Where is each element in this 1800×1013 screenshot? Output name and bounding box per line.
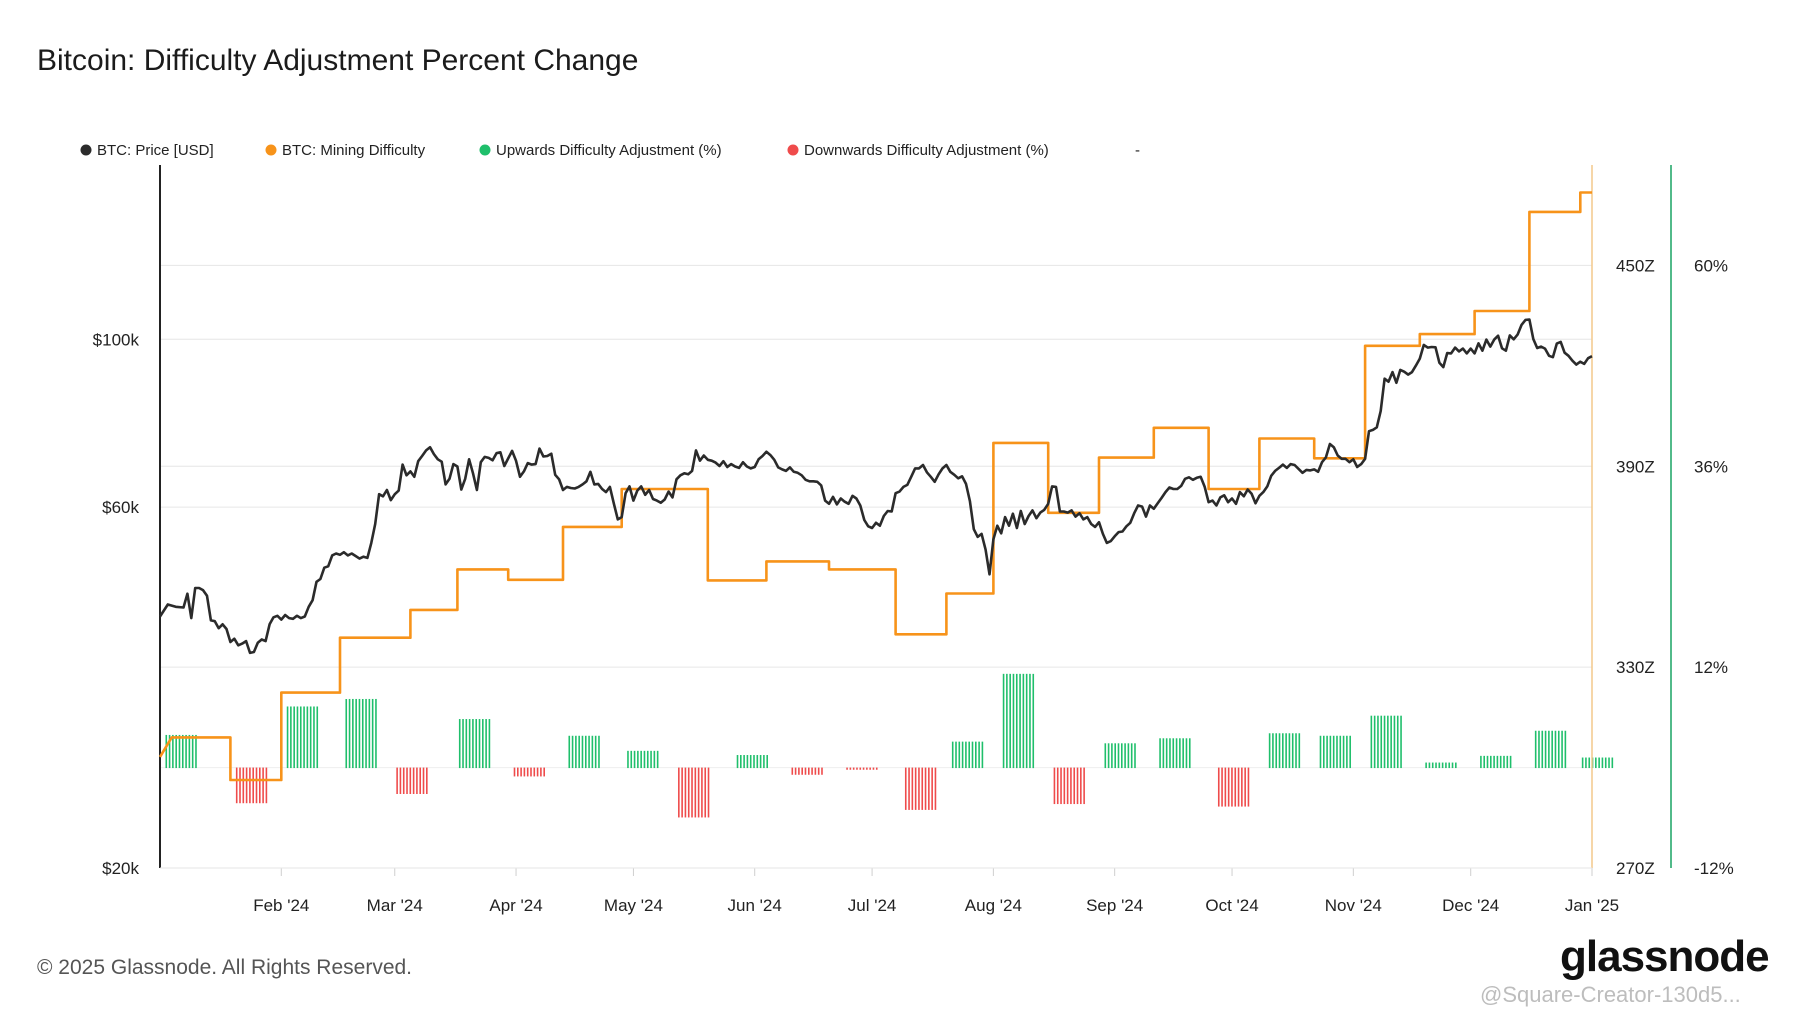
downward-adjustment-bar — [678, 767, 710, 818]
legend-item: BTC: Price [USD] — [80, 142, 214, 159]
legend-label: BTC: Price [USD] — [97, 142, 214, 159]
upward-adjustment-bar — [1480, 755, 1512, 769]
upward-adjustment-bar — [1425, 762, 1457, 769]
difficulty-line — [158, 191, 1592, 782]
difficulty-tick-label: 270Z — [1616, 859, 1655, 878]
x-tick-label: Jan '25 — [1565, 896, 1619, 915]
x-tick-label: Apr '24 — [489, 896, 542, 915]
percent-tick-label: 36% — [1694, 457, 1728, 476]
difficulty-axis-ticks: 270Z 330Z 390Z 450Z — [1616, 256, 1655, 878]
upward-adjustment-bar — [568, 735, 600, 769]
legend-item: - — [1135, 142, 1140, 159]
legend-marker — [787, 144, 799, 156]
downward-adjustment-bar — [791, 767, 823, 775]
price-tick-label: $100k — [93, 330, 140, 349]
copyright-footer: © 2025 Glassnode. All Rights Reserved. — [37, 956, 413, 979]
upward-adjustment-bar — [736, 755, 769, 769]
price-line — [158, 318, 1593, 655]
difficulty-tick-label: 330Z — [1616, 658, 1655, 677]
downward-adjustment-bar — [1217, 767, 1250, 807]
x-tick-label: Mar '24 — [367, 896, 423, 915]
upward-adjustment-bar — [165, 734, 197, 769]
x-tick-label: Jun '24 — [728, 896, 782, 915]
x-tick-label: Feb '24 — [253, 896, 309, 915]
upward-adjustment-bar — [1002, 673, 1035, 769]
upward-adjustment-bar — [1534, 730, 1567, 769]
price-tick-label: $60k — [102, 498, 139, 517]
percent-tick-label: 12% — [1694, 658, 1728, 677]
upward-adjustment-bar — [1319, 735, 1351, 769]
upward-adjustment-bar — [286, 706, 319, 769]
x-tick-label: Jul '24 — [848, 896, 897, 915]
x-axis-ticks: Feb '24 Mar '24 Apr '24 May '24 Jun '24 Jul '… — [253, 896, 1619, 915]
percent-tick-label: -12% — [1694, 859, 1734, 878]
x-tick-label: Nov '24 — [1325, 896, 1382, 915]
upward-adjustment-bar — [458, 719, 491, 769]
legend-item: BTC: Mining Difficulty — [265, 142, 426, 159]
downward-adjustment-bar — [513, 767, 545, 777]
downward-adjustment-bar — [235, 767, 268, 804]
upward-adjustment-bar — [951, 741, 984, 769]
downward-adjustment-bar — [396, 767, 428, 795]
x-tick-label: Oct '24 — [1205, 896, 1258, 915]
legend-item: Upwards Difficulty Adjustment (%) — [479, 142, 722, 159]
price-tick-label: $20k — [102, 859, 139, 878]
page-title: Bitcoin: Difficulty Adjustment Percent C… — [37, 44, 639, 77]
legend-item: Downwards Difficulty Adjustment (%) — [787, 142, 1049, 159]
adjustment-bars — [165, 673, 1614, 818]
percent-tick-label: 60% — [1694, 256, 1728, 275]
upward-adjustment-bar — [1159, 738, 1191, 769]
legend-label: Downwards Difficulty Adjustment (%) — [804, 142, 1049, 159]
upward-adjustment-bar — [1581, 757, 1614, 769]
legend-marker — [479, 144, 491, 156]
legend-label: Upwards Difficulty Adjustment (%) — [496, 142, 722, 159]
upward-adjustment-bar — [1268, 733, 1301, 769]
legend-label: BTC: Mining Difficulty — [282, 142, 426, 159]
x-tick-label: May '24 — [604, 896, 663, 915]
difficulty-tick-label: 390Z — [1616, 457, 1655, 476]
glassnode-logo: glassnode — [1560, 932, 1770, 981]
watermark: @Square-Creator-130d5... — [1480, 982, 1741, 1007]
x-tick-label: Sep '24 — [1086, 896, 1143, 915]
downward-adjustment-bar — [846, 767, 878, 770]
legend-label: - — [1135, 142, 1140, 159]
grid-lines — [160, 264, 1593, 876]
series-lines — [158, 191, 1593, 782]
percent-axis-ticks: -12% 12% 36% 60% — [1694, 256, 1734, 878]
upward-adjustment-bar — [1104, 743, 1136, 769]
legend: BTC: Price [USD] BTC: Mining Difficulty Up… — [80, 142, 1140, 159]
x-tick-label: Aug '24 — [965, 896, 1022, 915]
difficulty-tick-label: 450Z — [1616, 256, 1655, 275]
downward-adjustment-bar — [1053, 767, 1085, 805]
upward-adjustment-bar — [345, 698, 377, 769]
legend-marker — [80, 144, 92, 156]
downward-adjustment-bar — [904, 767, 937, 810]
legend-marker — [265, 144, 277, 156]
upward-adjustment-bar — [627, 750, 659, 769]
left-axis-ticks: $20k $60k $100k — [93, 330, 140, 878]
x-tick-label: Dec '24 — [1442, 896, 1499, 915]
axes — [159, 165, 1672, 869]
upward-adjustment-bar — [1370, 715, 1402, 769]
